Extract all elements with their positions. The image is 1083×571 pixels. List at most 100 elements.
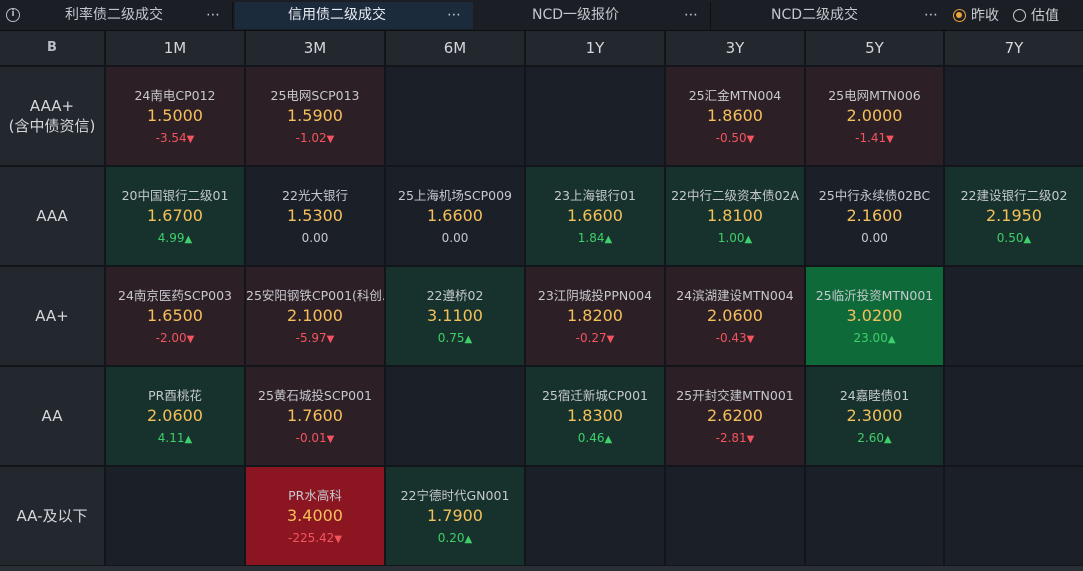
row-label: AA [0, 367, 104, 465]
tab-credit-bond-secondary[interactable]: 信用债二级成交 ⋯ [235, 2, 473, 29]
bond-cell[interactable]: 24南京医药SCP003 1.6500 -2.00▼ [106, 267, 244, 365]
bond-name: 23江阴城投PPN004 [537, 288, 653, 303]
column-header-3y: 3Y [666, 31, 804, 65]
bond-name: 25汇金MTN004 [688, 88, 782, 103]
arrow-up-icon: ▲ [464, 534, 473, 545]
bond-change-value: 0.75 [437, 331, 465, 345]
arrow-up-icon: ▲ [1023, 234, 1032, 245]
more-icon[interactable]: ⋯ [206, 7, 220, 23]
arrow-up-icon: ▲ [464, 334, 473, 345]
bond-cell[interactable]: 23上海银行01 1.6600 1.84▲ [526, 167, 664, 265]
bond-yield: 1.8300 [567, 406, 623, 425]
bond-change-value: 0.00 [861, 231, 888, 245]
arrow-down-icon: ▼ [746, 434, 755, 445]
more-icon[interactable]: ⋯ [447, 7, 461, 23]
bond-cell[interactable]: 25中行永续债02BC 2.1600 0.00 [806, 167, 943, 265]
bond-cell[interactable]: 24南电CP012 1.5000 -3.54▼ [106, 67, 244, 165]
bond-yield: 1.8100 [707, 206, 763, 225]
bond-yield: 1.5000 [147, 106, 203, 125]
bond-change-value: -0.01 [295, 431, 327, 445]
bond-yield: 2.1950 [986, 206, 1042, 225]
column-header-3m: 3M [246, 31, 384, 65]
tab-ncd-secondary[interactable]: NCD二级成交 ⋯ [713, 2, 950, 29]
bond-yield: 2.0000 [846, 106, 903, 125]
bond-cell[interactable]: 25安阳钢铁CP001(科创... 2.1000 -5.97▼ [246, 267, 384, 365]
arrow-up-icon: ▲ [744, 234, 753, 245]
info-icon[interactable]: i [6, 8, 20, 22]
bond-name: 25电网MTN006 [828, 88, 921, 103]
bond-change: 0.46▲ [526, 431, 664, 445]
bond-change-value: -225.42 [287, 531, 335, 545]
bond-cell[interactable]: 22宁德时代GN001 1.7900 0.20▲ [386, 467, 524, 565]
bond-change: -225.42▼ [246, 531, 384, 545]
bond-cell[interactable]: 25开封交建MTN001 2.6200 -2.81▼ [666, 367, 804, 465]
bond-change: 0.00 [246, 231, 384, 245]
bond-yield: 1.8600 [707, 106, 763, 125]
column-header-6m: 6M [386, 31, 524, 65]
bond-cell[interactable]: 25黄石城投SCP001 1.7600 -0.01▼ [246, 367, 384, 465]
bond-name: 25临沂投资MTN001 [815, 288, 934, 303]
bond-name: 25黄石城投SCP001 [258, 388, 372, 403]
bond-change: 1.00▲ [666, 231, 804, 245]
bond-change-value: 0.50 [996, 231, 1024, 245]
bond-name: 24南电CP012 [134, 88, 216, 103]
more-icon[interactable]: ⋯ [684, 7, 698, 23]
bond-change-value: -0.27 [575, 331, 607, 345]
bond-change: 0.00 [806, 231, 943, 245]
bond-cell[interactable]: 25电网SCP013 1.5900 -1.02▼ [246, 67, 384, 165]
bond-cell[interactable]: 22建设银行二级02 2.1950 0.50▲ [945, 167, 1083, 265]
arrow-down-icon: ▼ [326, 434, 335, 445]
bond-change: 1.84▲ [526, 231, 664, 245]
column-header-7y: 7Y [945, 31, 1083, 65]
arrow-down-icon: ▼ [326, 134, 335, 145]
bond-cell[interactable]: PR酉桃花 2.0600 4.11▲ [106, 367, 244, 465]
bond-yield: 2.6200 [707, 406, 763, 425]
bond-change: -1.02▼ [246, 131, 384, 145]
arrow-down-icon: ▼ [186, 334, 195, 345]
bond-change-value: 4.11 [157, 431, 185, 445]
arrow-up-icon: ▲ [604, 434, 613, 445]
bond-yield: 1.5300 [287, 206, 343, 225]
bond-cell[interactable]: 25上海机场SCP009 1.6600 0.00 [386, 167, 524, 265]
arrow-down-icon: ▼ [186, 134, 195, 145]
more-icon[interactable]: ⋯ [924, 7, 938, 23]
bond-cell[interactable]: 25电网MTN006 2.0000 -1.41▼ [806, 67, 943, 165]
rating-label: AA-及以下 [16, 507, 88, 525]
bond-yield: 2.1000 [287, 306, 343, 325]
bond-change: 0.75▲ [386, 331, 524, 345]
bond-name: 25电网SCP013 [270, 88, 360, 103]
bond-cell[interactable]: 22中行二级资本债02A 1.8100 1.00▲ [666, 167, 804, 265]
bond-change: 0.50▲ [945, 231, 1083, 245]
bond-cell[interactable]: 22遵桥02 3.1100 0.75▲ [386, 267, 524, 365]
rating-label: AAA [36, 207, 68, 225]
radio-label: 昨收 [971, 8, 999, 24]
bond-cell[interactable]: 23江阴城投PPN004 1.8200 -0.27▼ [526, 267, 664, 365]
bond-cell[interactable]: 24嘉睦债01 2.3000 2.60▲ [806, 367, 943, 465]
bond-name: 25开封交建MTN001 [676, 388, 794, 403]
arrow-up-icon: ▲ [184, 234, 193, 245]
tab-rate-bond-secondary[interactable]: 利率债二级成交 ⋯ [30, 2, 233, 29]
bond-cell[interactable]: 22光大银行 1.5300 0.00 [246, 167, 384, 265]
bond-cell[interactable]: 25临沂投资MTN001 3.0200 23.00▲ [806, 267, 943, 365]
row-label: AAA+ (含中债资信) [0, 67, 104, 165]
bond-change-value: -2.81 [715, 431, 747, 445]
bond-cell[interactable]: 24滨湖建设MTN004 2.0600 -0.43▼ [666, 267, 804, 365]
bond-cell[interactable]: 20中国银行二级01 1.6700 4.99▲ [106, 167, 244, 265]
bond-cell[interactable]: 25汇金MTN004 1.8600 -0.50▼ [666, 67, 804, 165]
bond-change: 2.60▲ [806, 431, 943, 445]
bond-name: 25宿迁新城CP001 [541, 388, 649, 403]
scrollbar[interactable] [0, 566, 1083, 571]
arrow-up-icon: ▲ [887, 334, 896, 345]
tab-label: 信用债二级成交 [288, 7, 386, 23]
radio-selected-icon [953, 9, 966, 22]
bond-change-value: 4.99 [157, 231, 185, 245]
bond-name: 24南京医药SCP003 [118, 288, 232, 303]
empty-cell [666, 467, 804, 565]
bond-cell[interactable]: PR水高科 3.4000 -225.42▼ [246, 467, 384, 565]
bond-change-value: 1.00 [717, 231, 745, 245]
bond-change-value: -1.41 [855, 131, 887, 145]
arrow-up-icon: ▲ [184, 434, 193, 445]
bond-cell[interactable]: 25宿迁新城CP001 1.8300 0.46▲ [526, 367, 664, 465]
bond-yield: 1.5900 [287, 106, 343, 125]
tab-ncd-primary[interactable]: NCD一级报价 ⋯ [475, 2, 711, 29]
